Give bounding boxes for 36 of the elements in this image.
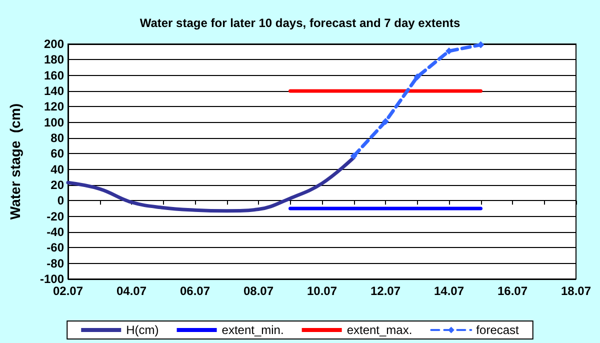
legend-label: extent_max. [346, 323, 412, 337]
y-tick-label: 80 [50, 131, 64, 145]
x-tick-label: 14.07 [434, 284, 464, 298]
point [446, 48, 452, 55]
x-tick-label: 10.07 [306, 284, 338, 298]
x-tick-label: 18.07 [560, 284, 592, 298]
y-tick-label: -20 [46, 209, 64, 224]
y-tick-label: 40 [50, 162, 64, 176]
x-tick-label: 06.07 [180, 284, 210, 298]
y-tick-label: 200 [44, 37, 64, 51]
y-tick-label: 0 [57, 194, 64, 208]
x-tick-label: 04.07 [116, 284, 147, 298]
point [414, 73, 421, 80]
point [350, 152, 358, 160]
y-tick-label: 140 [44, 84, 64, 98]
legend-label: H(cm) [126, 323, 159, 337]
chart-title: Water stage for later 10 days, forecast and 7 day extents [140, 16, 460, 30]
x-tick-label: 12.07 [370, 284, 401, 298]
y-tick-label: 20 [50, 178, 64, 192]
legend-label: extent_min. [222, 323, 284, 337]
y-tick-label: 100 [44, 115, 64, 130]
y-tick-label: -100 [40, 272, 64, 286]
x-tick-label: 16.07 [497, 284, 528, 298]
y-tick-label: 160 [44, 68, 64, 82]
y-tick-label: -80 [46, 256, 64, 270]
y-tick-label: 120 [44, 100, 64, 114]
legend-label: forecast [476, 323, 520, 337]
y-tick-label: 60 [50, 146, 64, 161]
point [382, 118, 389, 126]
y-tick-label: -40 [46, 225, 64, 239]
y-tick-label: 180 [44, 52, 64, 67]
y-axis-title: Water stage (cm) [7, 103, 23, 220]
y-tick-label: -60 [46, 240, 64, 255]
x-tick-label: 08.07 [243, 284, 274, 298]
x-tick-label: 02.07 [52, 284, 84, 298]
point [477, 41, 484, 48]
